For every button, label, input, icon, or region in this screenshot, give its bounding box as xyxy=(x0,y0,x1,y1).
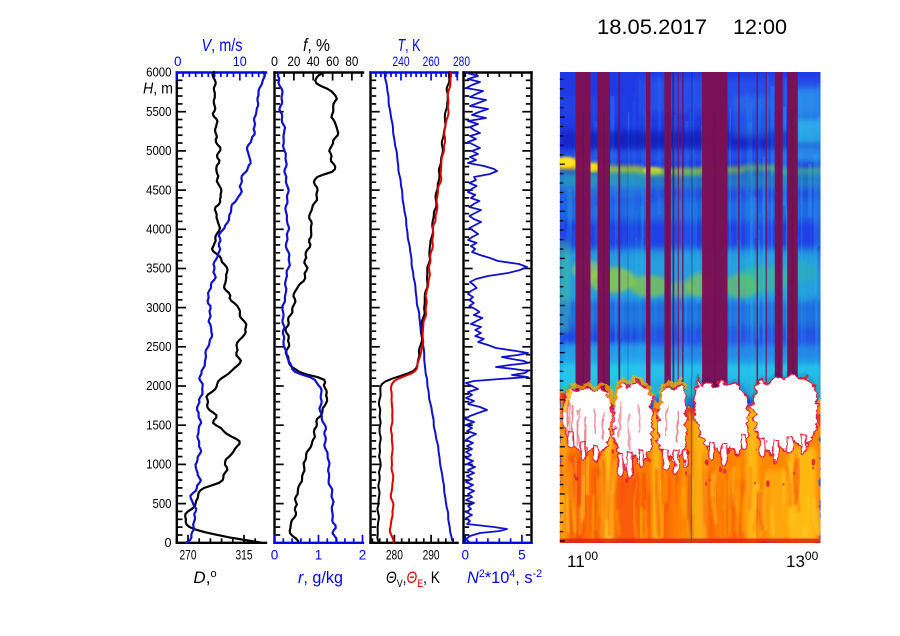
svg-text:80: 80 xyxy=(345,54,358,69)
svg-text:10: 10 xyxy=(233,54,247,69)
svg-text:5500: 5500 xyxy=(146,104,171,119)
svg-text:5: 5 xyxy=(518,548,526,563)
svg-text:500: 500 xyxy=(153,496,172,511)
svg-text:1: 1 xyxy=(315,548,323,563)
svg-text:60: 60 xyxy=(326,54,339,69)
svg-text:T, K: T, K xyxy=(398,35,421,55)
svg-text:40: 40 xyxy=(307,54,320,69)
svg-text:260: 260 xyxy=(423,54,440,69)
svg-text:240: 240 xyxy=(393,54,410,69)
svg-text:3500: 3500 xyxy=(146,261,171,276)
svg-text:6000: 6000 xyxy=(146,65,171,80)
svg-text:4500: 4500 xyxy=(146,182,171,197)
svg-text:0: 0 xyxy=(174,54,182,69)
svg-text:0: 0 xyxy=(271,548,279,563)
svg-text:315: 315 xyxy=(236,548,253,563)
svg-text:V, m/s: V, m/s xyxy=(202,35,243,55)
svg-text:280: 280 xyxy=(386,548,403,563)
svg-text:5000: 5000 xyxy=(146,143,171,158)
svg-text:f, %: f, % xyxy=(303,35,330,55)
svg-text:18.05.2017: 18.05.2017 xyxy=(597,15,707,39)
svg-text:0: 0 xyxy=(462,548,470,563)
svg-text:H, m: H, m xyxy=(143,81,173,98)
svg-text:2500: 2500 xyxy=(146,339,171,354)
svg-text:20: 20 xyxy=(287,54,300,69)
svg-text:12:00: 12:00 xyxy=(733,15,787,39)
svg-text:1500: 1500 xyxy=(146,417,171,432)
svg-text:0: 0 xyxy=(271,54,278,69)
svg-text:0: 0 xyxy=(165,535,172,550)
svg-text:2: 2 xyxy=(359,548,367,563)
svg-text:3000: 3000 xyxy=(146,300,171,315)
svg-text:1000: 1000 xyxy=(146,457,171,472)
svg-text:r, g/kg: r, g/kg xyxy=(298,568,343,587)
svg-text:ΘV,ΘE, K: ΘV,ΘE, K xyxy=(386,568,441,590)
svg-text:2000: 2000 xyxy=(146,378,171,393)
svg-text:4000: 4000 xyxy=(146,222,171,237)
svg-text:280: 280 xyxy=(453,54,470,69)
svg-text:270: 270 xyxy=(180,548,197,563)
svg-text:290: 290 xyxy=(423,548,440,563)
svg-text:N2*104, s-2: N2*104, s-2 xyxy=(467,568,542,587)
